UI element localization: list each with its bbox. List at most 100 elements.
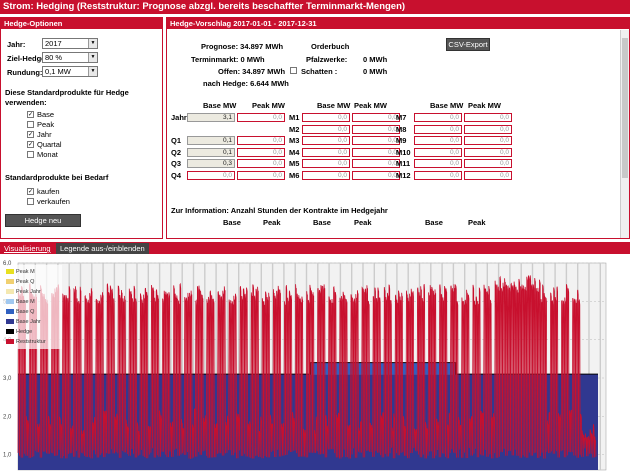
row-label: M1 [289,113,300,122]
legend-label: Peak Jahr [16,289,41,295]
base-mw-input[interactable]: 0,0 [302,136,350,146]
legend-swatch [6,269,14,275]
base-mw-input[interactable]: 0,0 [302,124,350,134]
hedge-proposal-panel: Hedge-Vorschlag 2017-01-01 - 2017-12-31 … [166,17,630,239]
base-mw-input[interactable]: 0,0 [414,124,462,134]
legend-item: Reststruktur [6,339,46,345]
base-mw-input[interactable]: 0,0 [302,159,350,169]
bedarf-checkbox-verkaufen[interactable] [27,198,34,205]
scrollbar[interactable] [620,30,629,238]
base-mw-input[interactable]: 0,0 [187,171,235,180]
peak-mw-input[interactable]: 0,0 [352,113,400,122]
legend-item: Hedge [6,329,32,335]
peak-mw-input[interactable]: 0,0 [464,113,512,122]
peak-mw-input[interactable]: 0,0 [464,171,512,180]
peak-mw-input[interactable]: 0,0 [352,171,400,180]
schatten-value: 0 MWh [363,67,388,76]
schatten-checkbox[interactable] [290,67,297,74]
row-label: M9 [396,136,407,146]
bedarf-label: verkaufen [37,197,70,206]
legend-item: Base M [6,299,35,305]
legend-swatch [6,339,14,345]
jahr-select[interactable]: 2017 ▼ [42,38,98,49]
peak-mw-input[interactable]: 0,0 [237,171,285,180]
window-title: Strom: Hedging (Reststruktur: Prognose a… [0,0,630,14]
peak-mw-input[interactable]: 0,0 [237,136,285,145]
peak-mw-input[interactable]: 0,0 [464,147,512,157]
base-mw-input[interactable]: 0,0 [302,113,350,122]
base-mw-input[interactable]: 0,1 [187,136,235,145]
jahr-select-value: 2017 [45,39,62,48]
legend-swatch [6,329,14,335]
std-products-heading: Diese Standardprodukte für Hedge [5,88,129,97]
peak-mw-input[interactable]: 0,0 [237,148,285,157]
info-text: Zur Information: Anzahl Stunden der Kont… [171,206,388,215]
legend-label: Peak Q [16,279,35,285]
legend-swatch [6,279,14,285]
product-label: Monat [37,150,58,159]
base-mw-input[interactable]: 0,0 [414,113,462,122]
base-mw-input[interactable]: 0,0 [302,147,350,157]
legend-label: Base M [16,299,35,305]
bedarf-heading: Standardprodukte bei Bedarf [5,173,109,182]
col-peak-header: Peak MW [354,101,387,110]
row-label: Jahr [171,113,187,122]
product-checkbox-peak[interactable] [27,121,34,128]
y-tick-label: 2,0 [3,414,12,420]
peak-mw-input[interactable]: 0,0 [237,159,285,168]
schatten-label: Schatten : [301,67,338,76]
tab-visualisierung[interactable]: Visualisierung [0,243,55,254]
ziel-select-value: 80 % [45,53,63,62]
peak-mw-input[interactable]: 0,0 [464,124,512,134]
row-label: Q2 [171,148,182,157]
chevron-down-icon: ▼ [88,67,97,76]
base-mw-input[interactable]: 3,1 [187,113,235,122]
legend-label: Base Jahr [16,319,41,325]
bedarf-checkbox-kaufen[interactable]: ✓ [27,188,34,195]
row-label: M11 [396,159,411,169]
base-mw-input[interactable]: 0,0 [414,147,462,157]
peak-mw-input[interactable]: 0,0 [352,159,400,169]
legend-swatch [6,299,14,305]
row-label: M8 [396,124,407,134]
base-mw-input[interactable]: 0,0 [302,171,350,180]
legend-item: Peak Q [6,279,34,285]
csv-export-button[interactable]: CSV-Export [446,38,490,51]
info-peak-header: Peak [468,218,486,227]
std-products-heading-2: verwenden: [5,98,47,107]
product-label: Jahr [37,130,52,139]
product-checkbox-quartal[interactable]: ✓ [27,141,34,148]
tab-legend-toggle[interactable]: Legende aus-/einblenden [56,243,149,254]
peak-mw-input[interactable]: 0,0 [237,113,285,122]
legend-label: Peak M [16,269,35,275]
scrollbar-thumb[interactable] [622,38,628,178]
rundung-label: Rundung: [7,68,43,77]
chart-legend: Peak M Peak Q Peak Jahr Base M Base Q Base Ja… [2,265,62,349]
base-mw-input[interactable]: 0,0 [414,136,462,146]
base-mw-input[interactable]: 0,0 [414,171,462,180]
base-mw-input[interactable]: 0,0 [414,159,462,169]
product-checkbox-base[interactable]: ✓ [27,111,34,118]
row-label: M2 [289,124,300,134]
row-label: M12 [396,171,411,180]
legend-swatch [6,309,14,315]
product-checkbox-jahr[interactable]: ✓ [27,131,34,138]
y-tick-label: 3,0 [3,376,12,382]
rundung-select[interactable]: 0,1 MW ▼ [42,66,98,77]
peak-mw-input[interactable]: 0,0 [352,124,400,134]
base-mw-input[interactable]: 0,1 [187,148,235,157]
row-label: M3 [289,136,300,146]
legend-item: Peak M [6,269,35,275]
product-checkbox-monat[interactable] [27,151,34,158]
base-mw-input[interactable]: 0,3 [187,159,235,168]
pfalzwerke-label: Pfalzwerke: [306,55,348,64]
nach-hedge-text: nach Hedge: 6.644 MWh [203,79,289,88]
peak-mw-input[interactable]: 0,0 [464,136,512,146]
recalculate-hedge-button[interactable]: Hedge neu berechnen [5,214,81,237]
col-base-header: Base MW [203,101,237,110]
peak-mw-input[interactable]: 0,0 [352,147,400,157]
ziel-select[interactable]: 80 % ▼ [42,52,98,63]
peak-mw-input[interactable]: 0,0 [464,159,512,169]
peak-mw-input[interactable]: 0,0 [352,136,400,146]
